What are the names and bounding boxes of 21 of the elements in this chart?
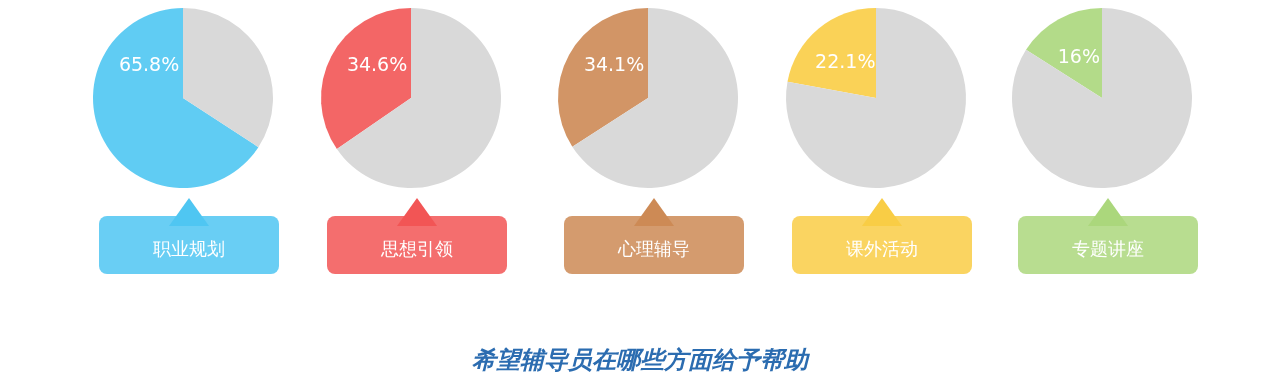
legend-label: 专题讲座 xyxy=(1072,237,1144,259)
pie-slice xyxy=(1026,8,1102,98)
data-label: 34.1% xyxy=(583,53,645,76)
legend-label: 课外活动 xyxy=(846,237,918,259)
legend-label: 职业规划 xyxy=(153,237,225,259)
pie-slice xyxy=(93,8,259,188)
pie-slice xyxy=(786,8,966,188)
pie-slice xyxy=(321,8,411,150)
pie-slice xyxy=(1012,8,1192,188)
pie-slice xyxy=(336,8,501,188)
legend-label: 心理辅导 xyxy=(617,237,690,259)
pie-slice xyxy=(572,8,738,188)
text: 希望辅导员在哪些方面给予帮助 xyxy=(472,346,810,374)
data-label: 16% xyxy=(1057,44,1100,67)
pie-slice xyxy=(787,8,876,98)
pie-slice xyxy=(558,8,648,147)
data-label: 22.1% xyxy=(815,50,876,73)
legend-label: 思想引领 xyxy=(380,237,453,259)
data-label: 65.8% xyxy=(118,53,180,76)
pie-slice xyxy=(183,8,273,148)
data-label: 34.6% xyxy=(346,53,408,76)
